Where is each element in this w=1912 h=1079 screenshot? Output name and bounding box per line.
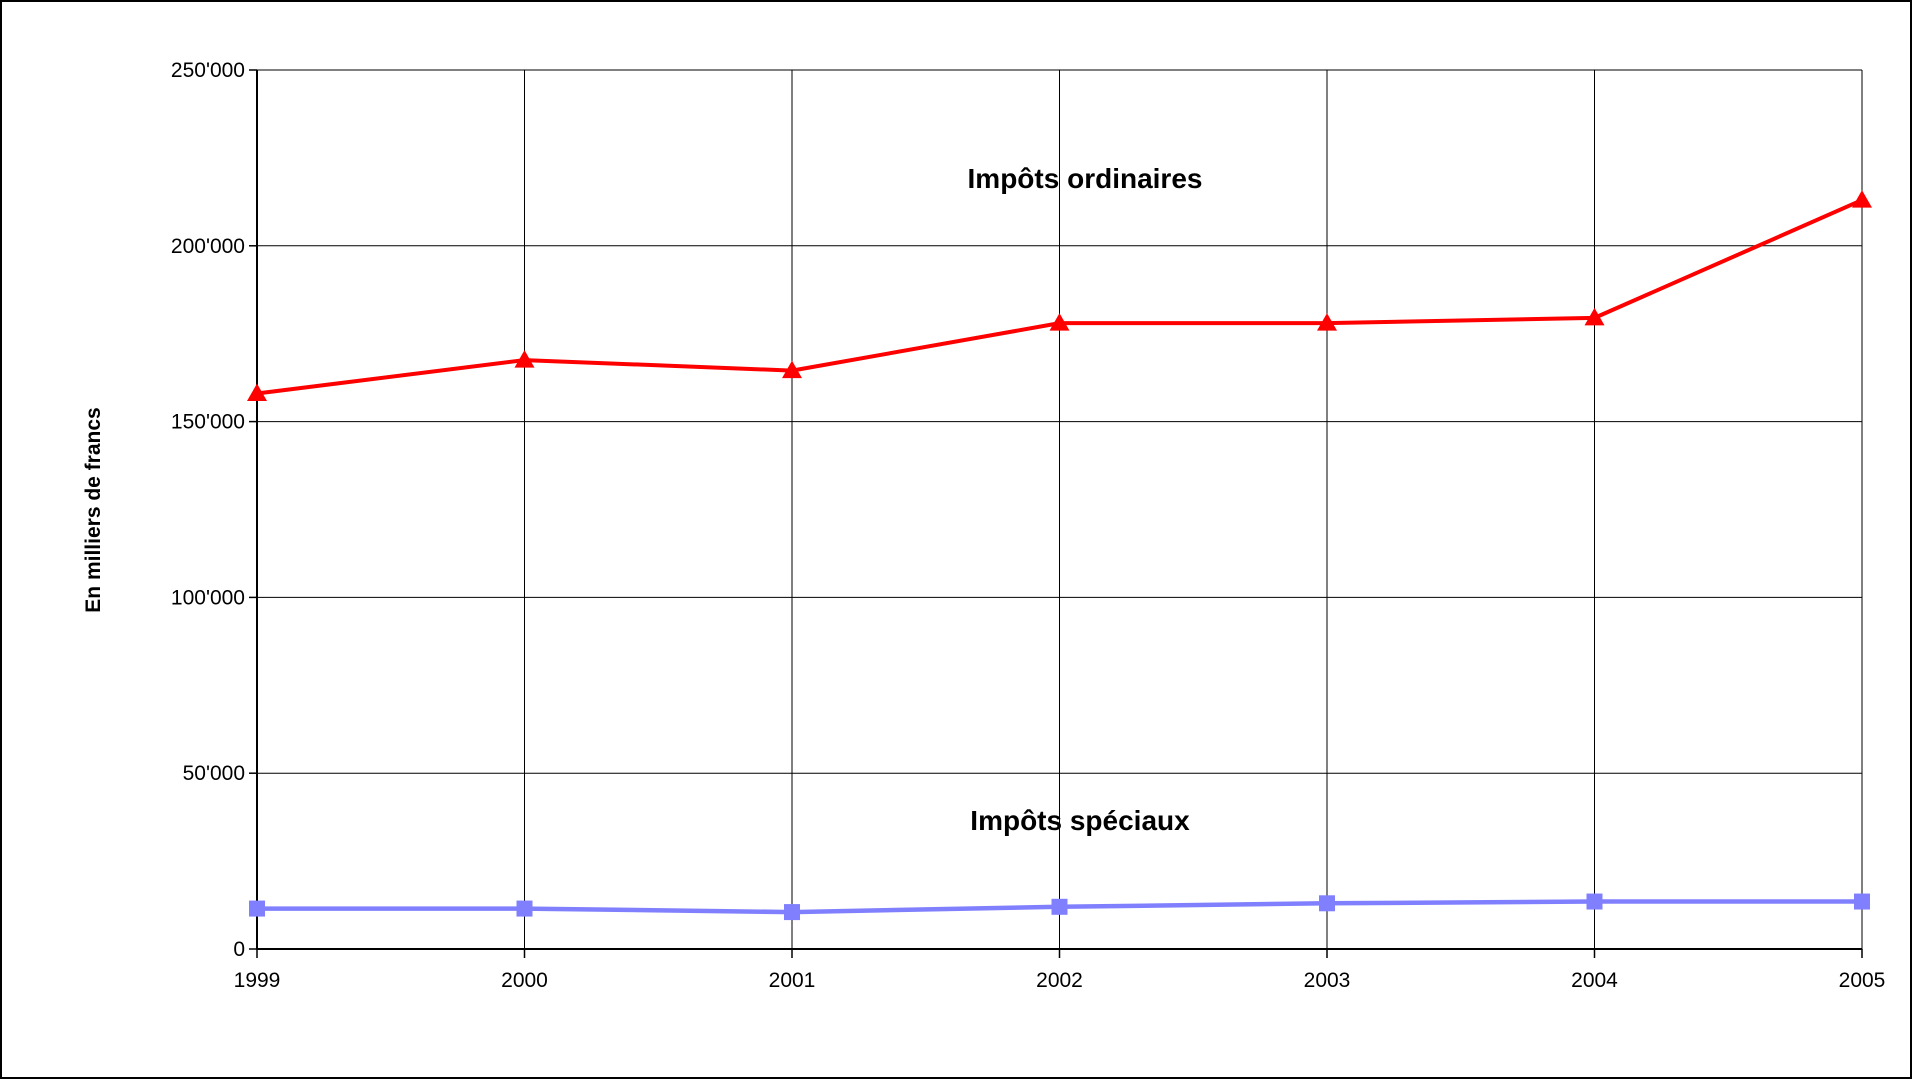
data-point-impots-ordinaires xyxy=(247,383,267,401)
y-tick-label: 150'000 xyxy=(171,411,245,434)
x-tick-label: 2001 xyxy=(769,969,816,992)
label-layer: En milliers de francs Impôts ordinaires … xyxy=(82,163,1202,836)
y-axis-title: En milliers de francs xyxy=(82,407,105,612)
y-tick-label: 50'000 xyxy=(183,762,245,785)
data-point-impots-speciaux xyxy=(249,900,265,917)
data-point-impots-ordinaires xyxy=(1049,313,1070,331)
x-tick-label: 2002 xyxy=(1036,969,1083,992)
axis-layer: 0 50'000 100'000 150'000 200'000 250'000 1999 2… xyxy=(171,59,1885,992)
data-point-impots-ordinaires xyxy=(1317,313,1337,331)
series-layer xyxy=(247,190,1872,921)
series-label-impots-speciaux: Impôts spéciaux xyxy=(970,805,1190,836)
x-tick-label: 2000 xyxy=(501,969,548,992)
x-tick-label: 2005 xyxy=(1839,969,1886,992)
data-point-impots-ordinaires xyxy=(782,360,802,379)
data-point-impots-ordinaires xyxy=(1852,190,1872,208)
x-tick-label: 2004 xyxy=(1571,969,1618,992)
y-tick-label: 200'000 xyxy=(171,235,245,258)
y-tick-label: 250'000 xyxy=(171,59,245,82)
data-point-impots-ordinaires xyxy=(1584,307,1605,326)
data-point-impots-speciaux xyxy=(784,904,800,921)
x-tick-label: 1999 xyxy=(234,969,281,992)
data-point-impots-speciaux xyxy=(1854,893,1870,910)
series-label-impots-ordinaires: Impôts ordinaires xyxy=(968,163,1203,194)
y-tick-label: 100'000 xyxy=(171,586,245,609)
y-tick-label: 0 xyxy=(233,938,245,961)
data-point-impots-speciaux xyxy=(1051,898,1068,915)
grid-layer xyxy=(257,69,1863,949)
data-point-impots-ordinaires xyxy=(514,350,535,368)
data-point-impots-speciaux xyxy=(1586,893,1603,910)
x-tick-label: 2003 xyxy=(1304,969,1351,992)
data-point-impots-speciaux xyxy=(516,900,533,917)
data-point-impots-speciaux xyxy=(1319,895,1335,912)
